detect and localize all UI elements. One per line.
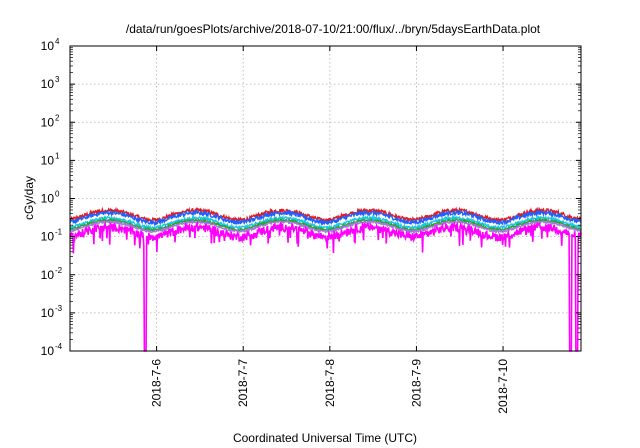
series-line bbox=[69, 208, 582, 227]
y-tick-label: 10 bbox=[41, 306, 55, 320]
y-tick-label: 10 bbox=[41, 115, 55, 129]
series-line bbox=[69, 214, 582, 232]
y-tick-exponent: -1 bbox=[55, 228, 63, 237]
chart-title: /data/run/goesPlots/archive/2018-07-10/2… bbox=[126, 22, 541, 36]
y-tick-exponent: 0 bbox=[55, 190, 60, 199]
y-tick-exponent: 4 bbox=[55, 37, 60, 46]
y-tick-label: 10 bbox=[41, 268, 55, 282]
y-tick-label: 10 bbox=[41, 153, 55, 167]
y-tick-label: 10 bbox=[41, 77, 55, 91]
y-tick-exponent: -2 bbox=[55, 266, 63, 275]
y-tick-exponent: 1 bbox=[55, 151, 60, 160]
series-group bbox=[69, 206, 582, 352]
y-tick-exponent: -4 bbox=[55, 342, 63, 351]
y-tick-exponent: 2 bbox=[55, 113, 60, 122]
y-tick-label: 10 bbox=[41, 344, 55, 358]
series-line bbox=[69, 219, 582, 235]
y-tick-label: 10 bbox=[41, 192, 55, 206]
y-axis-label: cGy/day bbox=[22, 176, 36, 220]
x-tick-label: 2018-7-8 bbox=[323, 359, 337, 407]
y-tick-exponent: -3 bbox=[55, 304, 63, 313]
x-tick-label: 2018-7-9 bbox=[409, 359, 423, 407]
x-tick-label: 2018-7-6 bbox=[150, 359, 164, 407]
x-tick-label: 2018-7-7 bbox=[236, 359, 250, 407]
y-tick-label: 10 bbox=[41, 39, 55, 53]
x-axis-label: Coordinated Universal Time (UTC) bbox=[233, 431, 417, 445]
y-tick-exponent: 3 bbox=[55, 75, 60, 84]
x-tick-label: 2018-7-10 bbox=[496, 359, 510, 414]
x-ticks: 2018-7-6 2018-7-7 2018-7-8 2018-7-9 2018-7-1… bbox=[150, 46, 510, 414]
y-tick-label: 10 bbox=[41, 230, 55, 244]
series-line bbox=[69, 220, 582, 352]
